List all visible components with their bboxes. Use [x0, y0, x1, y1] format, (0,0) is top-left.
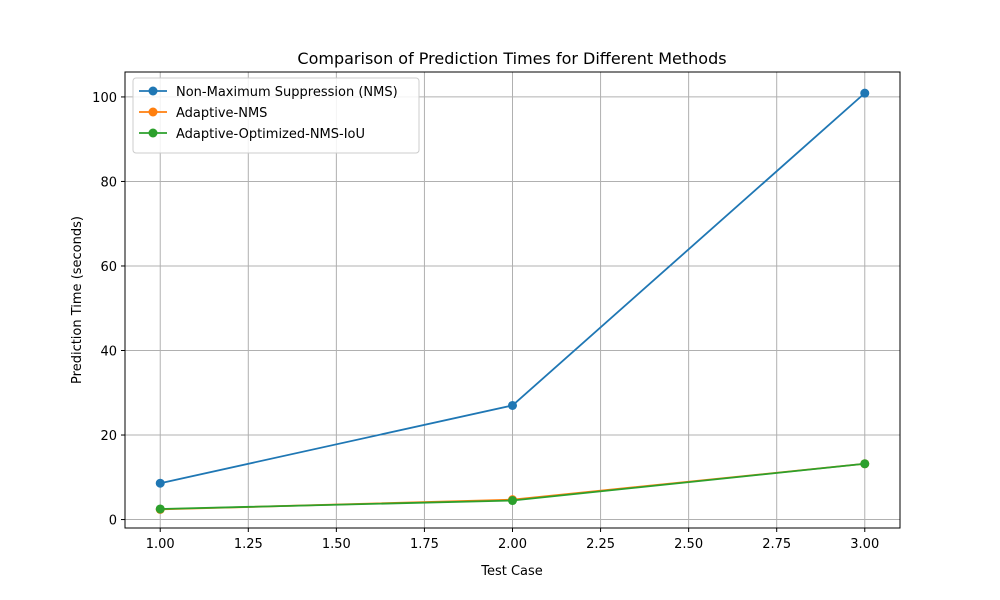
legend-label: Adaptive-Optimized-NMS-IoU — [176, 127, 365, 142]
data-point — [155, 478, 165, 488]
data-point — [508, 400, 517, 410]
x-tick-label: 2.25 — [586, 537, 615, 552]
series — [155, 88, 870, 514]
x-tick-label: 1.00 — [146, 537, 175, 552]
y-tick-label: 60 — [100, 260, 117, 275]
legend-marker — [148, 107, 158, 117]
legend-label: Adaptive-NMS — [176, 106, 267, 121]
y-tick-label: 100 — [92, 91, 117, 106]
y-axis-title: Prediction Time (seconds) — [70, 216, 85, 384]
x-tick-label: 2.00 — [498, 537, 527, 552]
x-tick-label: 1.25 — [234, 537, 263, 552]
y-tick-label: 40 — [100, 345, 117, 360]
legend-box — [132, 77, 420, 154]
legend: Non-Maximum Suppression (NMS) Adaptive-NM… — [132, 77, 420, 154]
x-tick-label: 3.00 — [850, 537, 879, 552]
x-tick-label: 1.50 — [322, 537, 351, 552]
x-tick-label: 2.75 — [762, 537, 791, 552]
data-point — [860, 88, 870, 98]
x-tick-label: 2.50 — [674, 537, 703, 552]
legend-item: Adaptive-Optimized-NMS-IoU — [139, 127, 365, 142]
y-tick-label: 80 — [100, 175, 117, 190]
x-axis-title: Test Case — [480, 564, 543, 579]
legend-item: Adaptive-NMS — [139, 106, 267, 121]
y-tick-label: 20 — [100, 429, 117, 444]
data-point — [155, 504, 165, 514]
legend-label: Non-Maximum Suppression (NMS) — [176, 85, 398, 100]
chart-title: Comparison of Prediction Times for Diffe… — [297, 49, 726, 68]
legend-marker — [148, 86, 158, 96]
legend-item: Non-Maximum Suppression (NMS) — [139, 85, 398, 100]
data-point — [860, 459, 870, 469]
series-3 — [155, 459, 870, 514]
y-tick-label: 0 — [109, 514, 117, 529]
series-1 — [155, 88, 870, 488]
x-tick-label: 1.75 — [410, 537, 439, 552]
axis-ticks: 1.00 1.25 1.50 1.75 2.00 2.25 2.50 2.75 3.00 0 20 4… — [92, 91, 879, 552]
legend-marker — [148, 128, 158, 138]
data-point — [508, 496, 517, 506]
